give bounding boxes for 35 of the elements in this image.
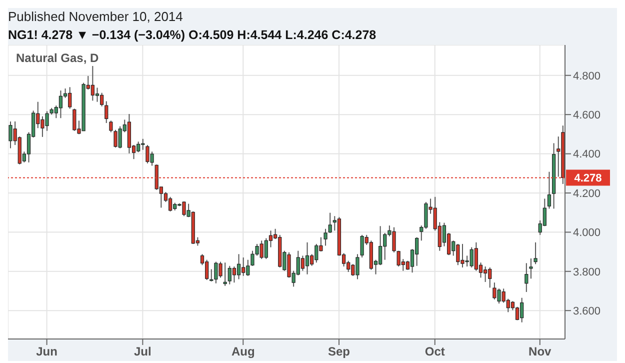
candlestick <box>524 262 528 292</box>
candlestick <box>324 228 328 246</box>
candlestick <box>232 266 236 284</box>
candlestick <box>529 258 533 280</box>
candlestick <box>328 212 332 234</box>
x-tick-label: Nov <box>528 344 552 359</box>
x-tick-label: Sep <box>328 344 350 359</box>
candlestick <box>547 171 552 210</box>
y-tick-label: 4.400 <box>573 148 601 161</box>
x-tick-label: Aug <box>231 344 255 359</box>
candlestick <box>58 90 63 119</box>
candlestick <box>236 254 241 280</box>
chart-subtitle: NG1! 4.278 ▼ −0.134 (−3.04%) O:4.509 H:4.544 L:4.246 C:4.278 <box>8 27 378 44</box>
text: Published November 10, 2014 <box>8 8 184 26</box>
candlestick <box>168 196 172 212</box>
y-tick-label: 3.800 <box>573 266 601 278</box>
x-tick-label: Oct <box>424 344 445 359</box>
candlestick <box>210 268 214 282</box>
candlestick <box>104 100 108 124</box>
candlestick <box>534 242 538 265</box>
ref-line-label: 4.278 <box>574 172 602 185</box>
candlestick <box>95 87 100 102</box>
y-tick-label: 4.200 <box>573 188 601 200</box>
x-tick-label: Jun <box>36 344 58 359</box>
candlestick <box>109 120 113 133</box>
y-tick-label: 4.000 <box>573 227 601 240</box>
candlestick <box>556 136 560 178</box>
x-tick-label: Jul <box>134 344 152 359</box>
y-tick-label: 4.800 <box>573 70 601 82</box>
y-tick-label: 3.600 <box>573 305 601 318</box>
candlestick <box>305 242 310 275</box>
y-tick-label: 4.600 <box>573 109 601 122</box>
text: Natural Gas, D <box>16 51 99 65</box>
candlestick <box>515 306 520 321</box>
candlestick <box>223 262 227 286</box>
